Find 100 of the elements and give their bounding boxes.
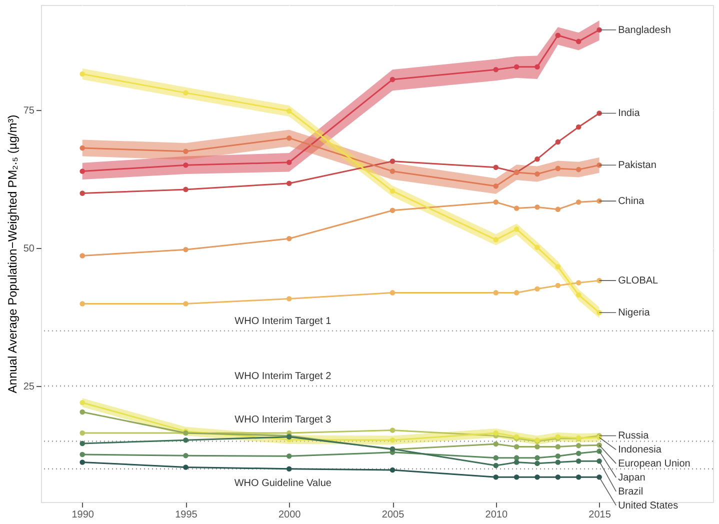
- point: [576, 443, 582, 448]
- series-label: Bangladesh: [618, 24, 671, 36]
- y-axis-title: Annual Average Population−Weighted PM₂.₅ (µg/m³): [5, 114, 20, 394]
- point: [493, 237, 499, 242]
- point: [514, 206, 520, 211]
- series-label: Russia: [618, 430, 650, 442]
- point: [534, 204, 540, 210]
- text: European Union: [618, 458, 690, 470]
- point: [534, 460, 540, 466]
- point: [390, 158, 396, 164]
- point: [576, 292, 582, 298]
- point: [286, 135, 292, 141]
- point: [183, 464, 188, 470]
- point: [80, 400, 85, 406]
- point: [80, 145, 85, 151]
- point: [493, 200, 499, 205]
- point: [80, 190, 85, 196]
- point: [576, 280, 582, 286]
- point: [576, 450, 582, 456]
- point: [286, 180, 292, 186]
- point: [555, 264, 561, 270]
- x-tick-label: 2010: [485, 510, 508, 520]
- point: [555, 460, 561, 465]
- ref-line-label: WHO Guideline Value: [234, 478, 332, 489]
- series-label: China: [618, 196, 645, 208]
- x-tick-label: 2015: [588, 510, 612, 520]
- point: [493, 441, 499, 447]
- point: [555, 32, 561, 38]
- point: [286, 108, 292, 114]
- point: [286, 454, 292, 459]
- point: [493, 183, 499, 189]
- point: [390, 168, 396, 174]
- series-label: GLOBAL: [618, 276, 659, 287]
- ref-line-label: WHO Interim Target 3: [234, 414, 332, 426]
- point: [183, 90, 188, 96]
- ref-line-label: WHO Interim Target 2: [234, 371, 332, 382]
- point: [80, 168, 85, 174]
- point: [534, 64, 540, 70]
- x-tick-label: 2005: [382, 510, 405, 520]
- point: [80, 301, 85, 306]
- point: [390, 76, 396, 82]
- point: [534, 286, 540, 292]
- point: [576, 166, 582, 172]
- point: [286, 236, 292, 242]
- point: [555, 139, 561, 145]
- point: [493, 430, 499, 436]
- series-label: Indonesia: [618, 444, 662, 456]
- point: [286, 160, 292, 166]
- point: [576, 200, 582, 205]
- point: [390, 438, 396, 443]
- point: [555, 454, 561, 459]
- text: United States: [618, 500, 678, 512]
- point: [555, 206, 561, 212]
- point: [534, 455, 540, 460]
- point: [534, 171, 540, 177]
- point: [80, 409, 85, 415]
- point: [493, 290, 499, 296]
- x-tick-label: 2000: [278, 510, 302, 520]
- y-tick-label: 50: [23, 243, 35, 254]
- point: [514, 474, 520, 480]
- point: [514, 460, 520, 465]
- y-tick-label: 25: [23, 382, 35, 393]
- point: [493, 474, 499, 480]
- point: [514, 444, 520, 450]
- point: [514, 290, 520, 296]
- series-label: Nigeria: [618, 308, 650, 319]
- point: [80, 71, 85, 77]
- point: [80, 440, 85, 446]
- point: [183, 301, 188, 306]
- point: [183, 438, 188, 443]
- x-tick-label: 1990: [72, 510, 94, 520]
- point: [390, 428, 396, 433]
- text: Brazil: [618, 486, 644, 498]
- point: [555, 444, 561, 450]
- point: [80, 452, 85, 458]
- point: [183, 246, 188, 252]
- point: [576, 124, 582, 130]
- point: [514, 64, 520, 70]
- point: [390, 208, 396, 214]
- text: Japan: [618, 472, 646, 484]
- point: [555, 166, 561, 172]
- point: [514, 226, 520, 232]
- point: [390, 188, 396, 194]
- point: [80, 460, 85, 465]
- point: [80, 253, 85, 258]
- y-tick-label: 75: [23, 105, 35, 116]
- point: [493, 164, 499, 170]
- point: [534, 156, 540, 162]
- point: [576, 458, 582, 464]
- point: [390, 290, 396, 296]
- point: [493, 66, 499, 72]
- point: [286, 296, 292, 302]
- point: [183, 162, 188, 168]
- point: [286, 466, 292, 472]
- series-label: Pakistan: [618, 160, 656, 172]
- point: [493, 462, 499, 468]
- point: [576, 38, 582, 44]
- x-tick-label: 1995: [175, 510, 198, 520]
- point: [576, 474, 582, 480]
- point: [183, 452, 188, 458]
